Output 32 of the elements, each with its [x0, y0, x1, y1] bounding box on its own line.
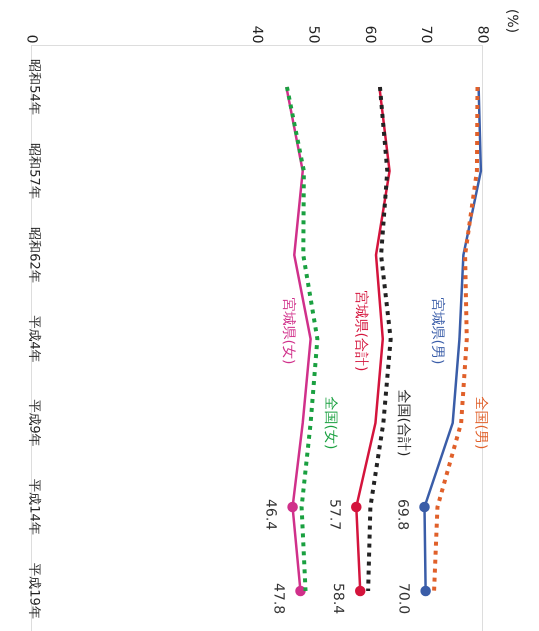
data-label: 69.8	[394, 499, 410, 530]
x-tick-label: 70	[418, 26, 434, 44]
y-tick-label: 昭和54年	[26, 59, 42, 115]
point	[420, 586, 431, 596]
text: 宮城県(男)	[429, 298, 446, 364]
point	[351, 502, 362, 512]
y-tick-label: 平成9年	[26, 399, 42, 447]
x-tick-label: 50	[305, 26, 322, 44]
text: 全国(男)	[473, 396, 490, 450]
text: 全国(女)	[322, 396, 339, 450]
y-axis-title: (%)	[504, 8, 520, 34]
y-tick-label: 平成14年	[26, 479, 42, 535]
data-label: 57.7	[326, 499, 342, 530]
text: 全国(合計)	[395, 390, 412, 456]
data-label: 58.4	[330, 583, 346, 614]
x-tick-label: 40	[249, 26, 265, 44]
data-label: 46.4	[262, 499, 279, 530]
point	[287, 502, 298, 512]
data-label: 47.8	[270, 583, 286, 614]
x-tick-label: 0	[24, 34, 40, 44]
text: 宮城県(女)	[280, 298, 297, 364]
point	[295, 586, 306, 596]
y-tick-label: 平成19年	[26, 563, 42, 619]
x-tick-label: 80	[474, 26, 490, 44]
y-tick-label: 平成4年	[26, 315, 42, 363]
point	[419, 502, 430, 512]
text: 宮城県(合計)	[352, 290, 369, 372]
point	[354, 586, 366, 596]
x-tick-label: 60	[362, 26, 378, 44]
y-tick-label: 昭和62年	[26, 227, 42, 283]
data-label: 70.0	[396, 583, 412, 614]
y-tick-label: 昭和57年	[26, 143, 42, 199]
